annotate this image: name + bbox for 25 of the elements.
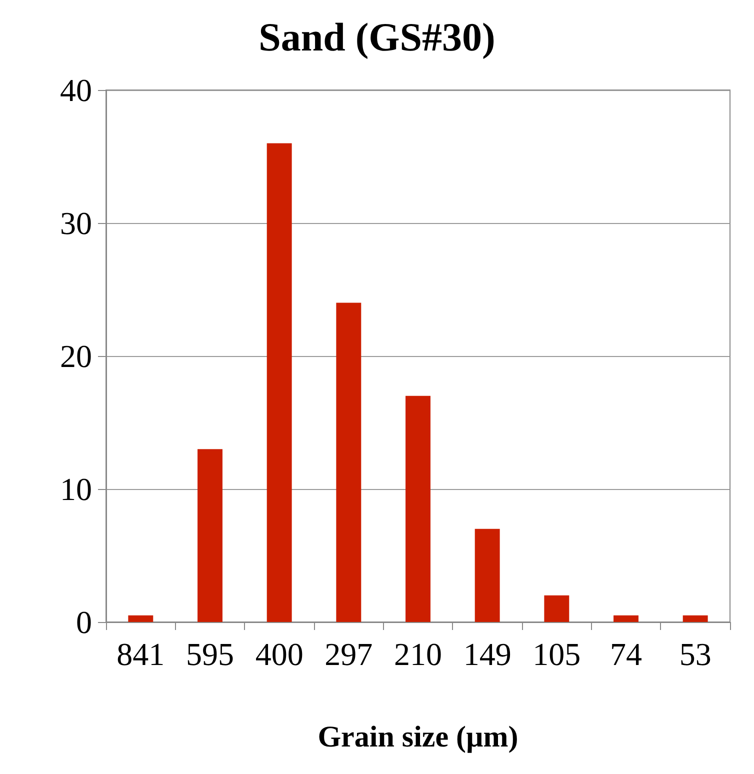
x-tick-label: 841: [116, 636, 165, 672]
y-tick-label: 20: [60, 338, 92, 374]
chart-title: Sand (GS#30): [258, 14, 496, 60]
bar: [682, 615, 708, 622]
bar: [198, 449, 222, 622]
x-tick-label: 210: [394, 636, 442, 672]
bar: [406, 396, 430, 622]
bar: [544, 595, 570, 622]
bar: [474, 528, 500, 622]
x-tick-label: 74: [610, 636, 642, 672]
x-tick-label: 297: [324, 636, 373, 672]
y-tick-label: 40: [60, 72, 92, 108]
bar: [336, 302, 362, 622]
bar: [128, 615, 154, 622]
bar: [266, 143, 292, 622]
y-tick-label: 30: [60, 205, 92, 241]
y-tick-label: 10: [60, 471, 92, 507]
x-tick-label: 53: [679, 636, 712, 672]
x-tick-label: 595: [186, 636, 234, 672]
x-axis-title: Grain size (µm): [318, 720, 518, 754]
bar: [614, 615, 638, 622]
x-tick-label: 149: [463, 636, 512, 672]
y-tick-label: 0: [76, 604, 92, 640]
x-tick-label: 105: [532, 636, 581, 672]
x-tick-label: 400: [255, 636, 304, 672]
